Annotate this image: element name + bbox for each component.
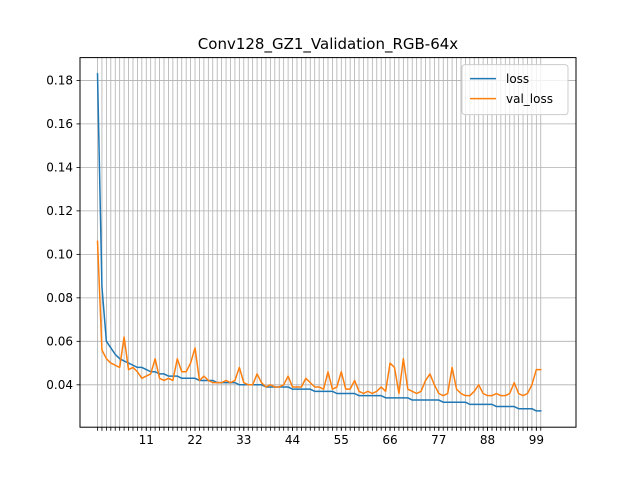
x-tick-label: 22 <box>187 433 202 447</box>
y-tick-label: 0.14 <box>46 161 73 175</box>
series-lines <box>96 73 542 412</box>
grid-lines <box>80 57 576 428</box>
y-tick-label: 0.04 <box>46 378 73 392</box>
legend-label-val-loss: val_loss <box>506 92 553 106</box>
x-tick-label: 55 <box>334 433 349 447</box>
x-tick-label: 99 <box>529 433 544 447</box>
series-line-val-loss <box>96 240 542 397</box>
y-tick-label: 0.06 <box>46 335 73 349</box>
y-tick-label: 0.10 <box>46 248 73 262</box>
x-tick-label: 11 <box>139 433 154 447</box>
y-axis: 0.04 0.06 0.08 0.10 0.12 0.14 0.16 0.18 <box>46 74 80 392</box>
chart-title: Conv128_GZ1_Validation_RGB-64x <box>198 35 459 54</box>
legend: loss val_loss <box>461 64 569 116</box>
y-tick-label: 0.16 <box>46 117 73 131</box>
x-tick-label: 77 <box>431 433 446 447</box>
series-line-loss <box>96 73 542 412</box>
x-tick-label: 33 <box>236 433 251 447</box>
x-tick-label: 66 <box>382 433 397 447</box>
y-tick-label: 0.08 <box>46 291 73 305</box>
y-tick-label: 0.12 <box>46 204 73 218</box>
x-tick-label: 44 <box>285 433 300 447</box>
legend-label-loss: loss <box>506 72 529 86</box>
legend-box <box>461 64 569 116</box>
x-tick-label: 88 <box>480 433 495 447</box>
y-tick-label: 0.18 <box>46 74 73 88</box>
x-axis: 11 22 33 44 55 66 77 88 99 <box>97 427 544 447</box>
